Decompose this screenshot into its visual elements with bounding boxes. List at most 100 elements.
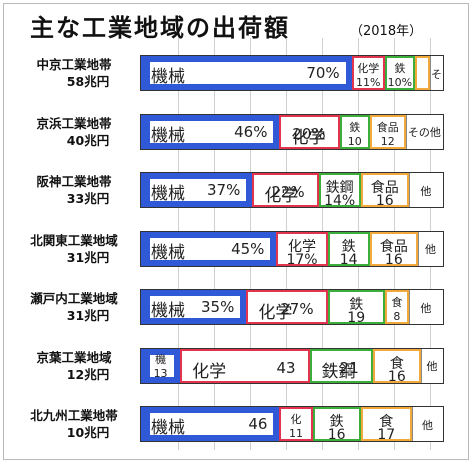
bar-segment-その他: 他 <box>408 290 442 324</box>
region-total: 12兆円 <box>66 366 110 382</box>
region-name: 京浜工業地帯 <box>36 115 112 131</box>
segment-label: 食品 <box>370 180 399 196</box>
segment-label: 70% <box>306 64 340 82</box>
bar-segment-その他: 他 <box>417 231 442 266</box>
segment-label: 鉄鋼 <box>321 361 356 382</box>
bar-segment-食品: 食品 16 <box>369 231 418 266</box>
segment-label: 鉄 <box>394 62 406 75</box>
stacked-bar: 機械 45% 化学 17% 鉄 14 食品 16 他 <box>140 230 444 267</box>
bar-segment-鉄鋼: 鉄鋼 14% <box>318 173 361 207</box>
bar-segment-機械: 機 13 <box>141 348 181 383</box>
segment-label: その他 <box>430 67 442 81</box>
segment-label: 化学 <box>288 238 317 255</box>
segment-label: 17 <box>377 427 396 441</box>
segment-label: 他 <box>421 418 433 432</box>
segment-label: 化学 <box>258 303 293 323</box>
chart-title: 主な工業地域の出荷額 <box>30 14 290 42</box>
bar-segment-機械: 機械 37% <box>141 173 253 207</box>
segment-label: 化 <box>290 413 302 426</box>
segment-label: 10% <box>387 76 413 89</box>
segment-label: 鉄 <box>341 238 356 255</box>
segment-inner-box <box>150 62 346 84</box>
region-name: 北関東工業地域 <box>30 232 118 248</box>
segment-label: 17% <box>286 251 318 266</box>
segment-label: 機械 <box>151 418 185 438</box>
segment-label: 鉄鋼 <box>325 180 354 196</box>
bar-segment-機械: 機械 46 <box>141 407 280 441</box>
region-label: 北関東工業地域 31兆円 <box>8 232 140 266</box>
bar-segment-化学: 化学 11% <box>351 56 385 90</box>
segment-label: 13 <box>153 366 168 380</box>
segment-label: 16 <box>387 368 406 383</box>
stacked-bar: 機械 46 化 11 鉄 16 食 17 他 <box>140 406 444 442</box>
segment-inner-box <box>150 296 241 318</box>
segment-label: 化学 <box>192 361 227 382</box>
segment-inner-box <box>150 120 274 143</box>
segment-label: 20% <box>292 124 326 143</box>
region-total: 10兆円 <box>66 425 110 440</box>
segment-label: 他 <box>426 360 438 373</box>
segment-label: その他 <box>407 126 441 139</box>
segment-label: 45% <box>231 239 265 258</box>
region-label: 阪神工業地帯 33兆円 <box>8 173 140 207</box>
region-total: 33兆円 <box>66 191 110 206</box>
bar-segment-鉄鋼: 鉄鋼 21 <box>309 348 373 383</box>
segment-label: 食品 <box>376 120 399 134</box>
segment-label: 46% <box>234 122 268 141</box>
region-label: 瀬戸内工業地域 31兆円 <box>8 290 140 324</box>
segment-label: 化学 <box>264 186 299 206</box>
segment-label: 食 <box>379 414 394 430</box>
stacked-bar: 機械 35% 化学 27% 鉄 19 食 8 他 <box>140 289 444 325</box>
segment-label: 11 <box>289 427 303 440</box>
bar-segment-食品 <box>414 56 430 90</box>
region-label: 北九州工業地帯 10兆円 <box>8 407 140 441</box>
bar-segment-機械: 機械 46% <box>141 114 280 149</box>
segment-label: 化学 <box>291 127 326 148</box>
segment-label: 鉄 <box>329 414 344 430</box>
segment-inner-box <box>150 179 247 201</box>
bar-segment-鉄鋼: 鉄 16 <box>312 407 361 441</box>
bar-segment-食品: 食 16 <box>372 348 421 383</box>
bar-segment-鉄鋼: 鉄 10 <box>339 114 370 149</box>
segment-label: 27% <box>280 300 314 318</box>
region-name: 瀬戸内工業地域 <box>30 291 118 306</box>
region-label: 中京工業地帯 58兆円 <box>8 56 140 90</box>
segment-label: 16 <box>384 251 403 266</box>
segment-label: 11% <box>356 76 381 89</box>
stacked-bar: 機械 46% 化学 20% 鉄 10 食品 12 その他 <box>140 113 444 150</box>
segment-label: 機械 <box>151 242 185 263</box>
segment-label: 他 <box>424 243 436 256</box>
region-name: 京葉工業地域 <box>36 349 112 365</box>
segment-label: 他 <box>420 184 432 198</box>
segment-label: 食 <box>389 355 404 372</box>
segment-label: 46 <box>248 415 268 433</box>
bar-segment-その他: 他 <box>408 173 442 207</box>
bar-segment-化学: 化学 27% <box>246 290 328 324</box>
segment-label: 8 <box>393 310 401 323</box>
segment-label: 35% <box>201 298 235 316</box>
segment-label: 化学 <box>357 62 380 75</box>
segment-inner-box <box>150 237 271 260</box>
bar-segment-機械: 機械 70% <box>141 56 352 90</box>
chart-year-note: （2018年） <box>350 24 423 39</box>
region-name: 中京工業地帯 <box>36 57 112 72</box>
stacked-bar: 機械 37% 化学 22% 鉄鋼 14% 食品 16 他 <box>140 172 444 208</box>
segment-label: 他 <box>420 301 432 315</box>
bar-segment-食品: 食品 16 <box>360 173 409 207</box>
bar-segment-鉄鋼: 鉄 10% <box>384 56 415 90</box>
bar-segment-化学: 化学 22% <box>252 173 319 207</box>
region-total: 40兆円 <box>66 132 110 148</box>
bar-segment-鉄鋼: 鉄 19 <box>327 290 385 324</box>
bar-segment-その他: その他 <box>405 114 442 149</box>
segment-label: 16 <box>375 193 394 207</box>
segment-label: 機械 <box>151 184 185 204</box>
bar-segment-機械: 機械 35% <box>141 290 247 324</box>
segment-label: 鉄 <box>349 120 361 134</box>
segment-label: 37% <box>207 181 241 199</box>
region-name: 北九州工業地帯 <box>30 408 118 423</box>
bar-segment-食品: 食 17 <box>360 407 412 441</box>
region-total: 31兆円 <box>66 308 110 323</box>
bar-segment-化学: 化学 20% <box>279 114 340 149</box>
stacked-bar: 機 13 化学 43 鉄鋼 21 食 16 他 <box>140 347 444 384</box>
